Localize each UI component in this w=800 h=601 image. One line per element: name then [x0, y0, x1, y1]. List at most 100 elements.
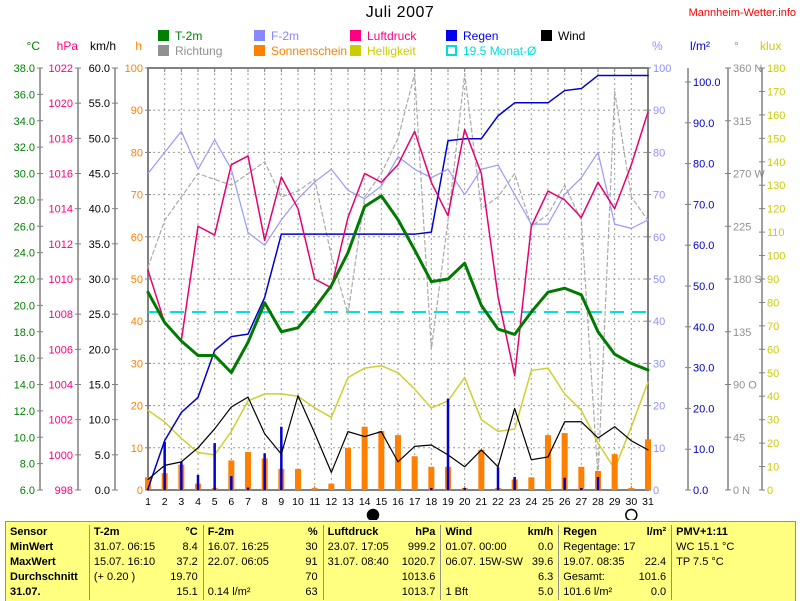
table-cell: 31.07. 08:40 1020.7	[324, 555, 442, 570]
tick-label: 140	[767, 157, 785, 169]
tick-label: 70	[653, 190, 665, 202]
stats-table: Sensor T-2m °C F-2m% Luftdruck hPa Wind km/h Reg…	[5, 521, 796, 601]
axis-deg: 360 N 315 270 W 225 180 S 135 90 O 45 0 N	[725, 63, 765, 497]
table-cell: 23.07. 17:05 999.2	[324, 540, 442, 555]
cell-text: 23.07. 17:05	[327, 541, 389, 553]
day-label: 31	[642, 496, 654, 508]
table-cell: 06.07. 15W-SW 39.6	[441, 555, 560, 570]
tick-label: 28.0	[14, 195, 35, 207]
table-cell: TP 7.5 °C	[672, 555, 795, 570]
tick-label: 180 S	[733, 274, 762, 286]
cell-value: km/h	[527, 526, 554, 538]
tick-label: 15.0	[89, 380, 110, 392]
tick-label: 10	[131, 443, 143, 455]
table-cell: PMV+1:11	[672, 525, 795, 540]
tick-label: 70.0	[693, 199, 714, 211]
cell-text: Regen	[563, 526, 597, 538]
tick-label: 1002	[49, 415, 73, 427]
tick-label: 40	[131, 316, 143, 328]
cell-value: hPa	[415, 526, 436, 538]
tick-label: 90	[767, 274, 779, 286]
tick-label: 80.0	[693, 159, 714, 171]
table-cell: F-2m%	[204, 525, 324, 540]
full-moon-icon	[625, 508, 638, 520]
cell-value: 37.2	[176, 556, 198, 568]
axis-header-lm: l/m²	[690, 39, 710, 53]
day-label: 21	[475, 496, 487, 508]
legend-swatch-icon	[158, 30, 169, 41]
table-cell: (+ 0.20 ) 19.70	[90, 570, 204, 585]
tick-label: 40	[653, 316, 665, 328]
legend-label: F-2m	[271, 28, 299, 43]
tick-label: 90.0	[693, 118, 714, 130]
tick-label: 40.0	[693, 322, 714, 334]
page-title: Juli 2007	[365, 4, 435, 21]
legend-label: Richtung	[175, 43, 223, 58]
day-label: 15	[375, 496, 387, 508]
legend-swatch-icon	[350, 30, 361, 41]
series-f-2m	[147, 130, 649, 246]
tick-label: 22.0	[14, 274, 35, 286]
cell-value: 22.4	[644, 556, 667, 568]
day-label: 27	[575, 496, 587, 508]
cell-text: PMV+1:11	[676, 526, 728, 538]
cell-text: Regentage: 17	[563, 541, 636, 553]
tick-label: 90 O	[733, 380, 757, 392]
table-row: MinWert 31.07. 06:15 8.4 16.07. 16:25 30 23.0…	[6, 540, 795, 555]
day-label: 25	[542, 496, 554, 508]
table-cell: 16.07. 16:25 30	[204, 540, 324, 555]
cell-text: 101.6 l/m²	[563, 586, 613, 598]
table-cell: 01.07. 00:00 0.0	[441, 540, 560, 555]
tick-label: 5.0	[95, 450, 110, 462]
day-label: 14	[359, 496, 371, 508]
new-moon-icon	[366, 508, 380, 520]
tick-label: 225	[733, 221, 751, 233]
tick-label: 60	[767, 344, 779, 356]
tick-label: 120	[767, 204, 785, 216]
day-label: 16	[392, 496, 404, 508]
cell-value: 70	[305, 571, 318, 583]
tick-label: 50	[131, 274, 143, 286]
cell-text: 31.07. 08:40	[327, 556, 389, 568]
series-luftdruck	[147, 111, 649, 377]
tick-label: 60.0	[89, 63, 110, 75]
series-t-2m	[146, 194, 650, 375]
tick-label: 20.0	[693, 403, 714, 415]
day-label: 11	[309, 496, 320, 508]
tick-label: 315	[733, 116, 751, 128]
tick-label: 80	[131, 147, 143, 159]
cell-value: 0.0	[650, 586, 667, 598]
cell-value: 91	[305, 556, 318, 568]
cell-value: 1013.7	[401, 586, 436, 598]
cell-value: 1020.7	[401, 556, 436, 568]
tick-label: 30	[131, 358, 143, 370]
legend-item-helligkeit: Helligkeit	[350, 44, 416, 58]
legend-label: Luftdruck	[367, 28, 417, 43]
tick-label: 170	[767, 86, 785, 98]
legend-label: Sonnenschein	[271, 43, 348, 58]
tick-label: 6.0	[20, 485, 35, 497]
table-cell: 6.3	[441, 570, 560, 585]
axis-lm2: 100.0 90.0 80.0 70.0 60.0 50.0 40.0 30.0 20.0 10.…	[685, 68, 721, 497]
weather-chart: 38.036.034.032.030.028.026.024.022.020.0…	[14, 63, 785, 520]
tick-label: 70	[131, 190, 143, 202]
cell-text: 01.07. 00:00	[445, 541, 507, 553]
site-link[interactable]: Mannheim-Wetter.info	[688, 7, 796, 19]
day-label: 18	[425, 496, 437, 508]
cell-text: 06.07. 15W-SW	[445, 556, 523, 568]
tick-label: 45	[733, 432, 745, 444]
series-helligkeit	[147, 364, 649, 470]
legend-label: 19.5 Monat-Ø	[463, 43, 537, 58]
table-row: 31.07. 15.1 0.14 l/m² 63 1013.7 1 Bft 5.0 101.6…	[6, 585, 795, 600]
day-label: 24	[525, 496, 537, 508]
tick-label: 270 W	[733, 169, 765, 181]
axis-header-klux: klux	[760, 39, 782, 53]
tick-label: 18.0	[14, 327, 35, 339]
axis-kmh: 60.0 55.0 50.0 45.0 40.0 35.0 30.0 25.0 20.0 15.0…	[89, 63, 118, 497]
day-label: 3	[178, 496, 184, 508]
tick-label: 30.0	[14, 169, 35, 181]
tick-label: 0.0	[693, 485, 708, 497]
table-cell: Gesamt: 101.6	[559, 570, 673, 585]
tick-label: 1020	[49, 98, 73, 110]
